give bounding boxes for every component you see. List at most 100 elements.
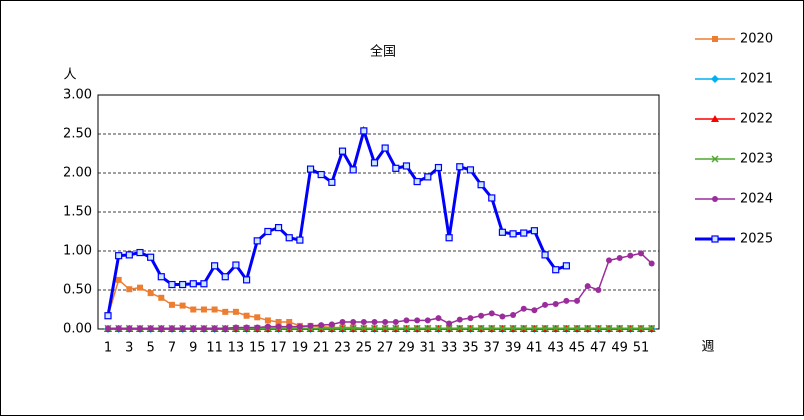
marker xyxy=(221,273,229,281)
x-tick-label: 49 xyxy=(611,341,628,356)
legend-label: 2022 xyxy=(740,112,773,127)
marker xyxy=(573,324,581,332)
marker xyxy=(318,322,325,329)
marker xyxy=(147,290,154,297)
x-tick-label: 33 xyxy=(441,341,458,356)
marker xyxy=(424,173,432,181)
marker xyxy=(413,324,421,332)
marker xyxy=(467,315,474,322)
marker xyxy=(286,323,293,330)
marker xyxy=(360,127,368,135)
marker xyxy=(414,317,421,324)
marker xyxy=(296,323,303,330)
marker xyxy=(648,260,655,267)
marker xyxy=(498,324,506,332)
marker xyxy=(520,229,528,237)
x-tick-label: 9 xyxy=(189,341,197,356)
marker xyxy=(584,283,591,290)
marker xyxy=(222,308,229,315)
marker xyxy=(466,166,475,174)
marker xyxy=(712,196,718,202)
marker xyxy=(147,253,155,261)
marker xyxy=(126,286,133,293)
marker xyxy=(200,306,207,313)
marker xyxy=(370,324,379,332)
marker xyxy=(606,257,613,264)
y-tick-label: 1.50 xyxy=(63,205,92,220)
marker xyxy=(157,273,165,281)
marker xyxy=(711,115,719,122)
marker xyxy=(392,164,400,172)
marker xyxy=(402,162,411,170)
marker xyxy=(616,324,624,332)
x-tick-label: 37 xyxy=(483,341,500,356)
marker xyxy=(552,266,560,274)
marker xyxy=(254,314,261,321)
marker xyxy=(168,301,175,308)
marker xyxy=(711,235,719,243)
marker xyxy=(370,159,379,167)
marker xyxy=(179,325,186,332)
marker xyxy=(190,306,197,313)
marker xyxy=(200,280,208,288)
marker xyxy=(424,324,432,332)
y-tick-label: 2.50 xyxy=(63,127,92,142)
marker xyxy=(477,324,485,332)
legend-label: 2024 xyxy=(740,192,773,207)
marker xyxy=(446,320,453,327)
marker xyxy=(158,294,165,301)
marker xyxy=(574,297,581,304)
marker xyxy=(530,324,538,332)
y-tick-label: 2.00 xyxy=(63,166,92,181)
marker xyxy=(243,324,250,331)
marker xyxy=(200,325,207,332)
x-tick-label: 3 xyxy=(125,341,133,356)
x-tick-label: 23 xyxy=(334,341,351,356)
marker xyxy=(381,324,389,332)
marker xyxy=(488,310,495,317)
marker xyxy=(712,36,718,42)
marker xyxy=(242,276,251,284)
marker xyxy=(456,324,464,332)
marker xyxy=(286,318,293,325)
marker xyxy=(456,316,463,323)
marker xyxy=(274,224,283,232)
marker xyxy=(105,325,111,332)
marker xyxy=(232,324,239,331)
marker xyxy=(232,261,240,269)
marker xyxy=(382,318,389,325)
marker xyxy=(264,227,272,236)
marker xyxy=(562,324,570,332)
marker xyxy=(638,250,644,257)
marker xyxy=(190,325,197,332)
x-tick-label: 11 xyxy=(206,341,223,356)
marker xyxy=(338,324,347,332)
marker xyxy=(530,227,539,235)
marker xyxy=(402,324,411,332)
marker xyxy=(542,301,549,308)
marker xyxy=(552,324,560,332)
x-tick-label: 47 xyxy=(590,341,607,356)
legend-label: 2020 xyxy=(740,32,773,47)
marker xyxy=(125,251,133,259)
x-tick-label: 5 xyxy=(146,341,154,356)
marker xyxy=(179,302,186,309)
x-tick-label: 51 xyxy=(633,341,650,356)
marker xyxy=(403,317,410,324)
x-tick-label: 31 xyxy=(420,341,437,356)
marker xyxy=(115,325,122,332)
marker xyxy=(531,307,538,314)
series xyxy=(105,250,655,332)
marker xyxy=(371,318,378,325)
marker xyxy=(349,324,357,332)
marker xyxy=(222,325,229,332)
marker xyxy=(711,155,719,163)
marker xyxy=(392,324,400,332)
marker xyxy=(306,165,315,173)
x-tick-label: 41 xyxy=(526,341,543,356)
marker xyxy=(158,325,165,332)
marker xyxy=(509,324,517,332)
marker xyxy=(339,318,346,325)
chart-title: 全国 xyxy=(370,44,396,60)
marker xyxy=(488,324,496,332)
